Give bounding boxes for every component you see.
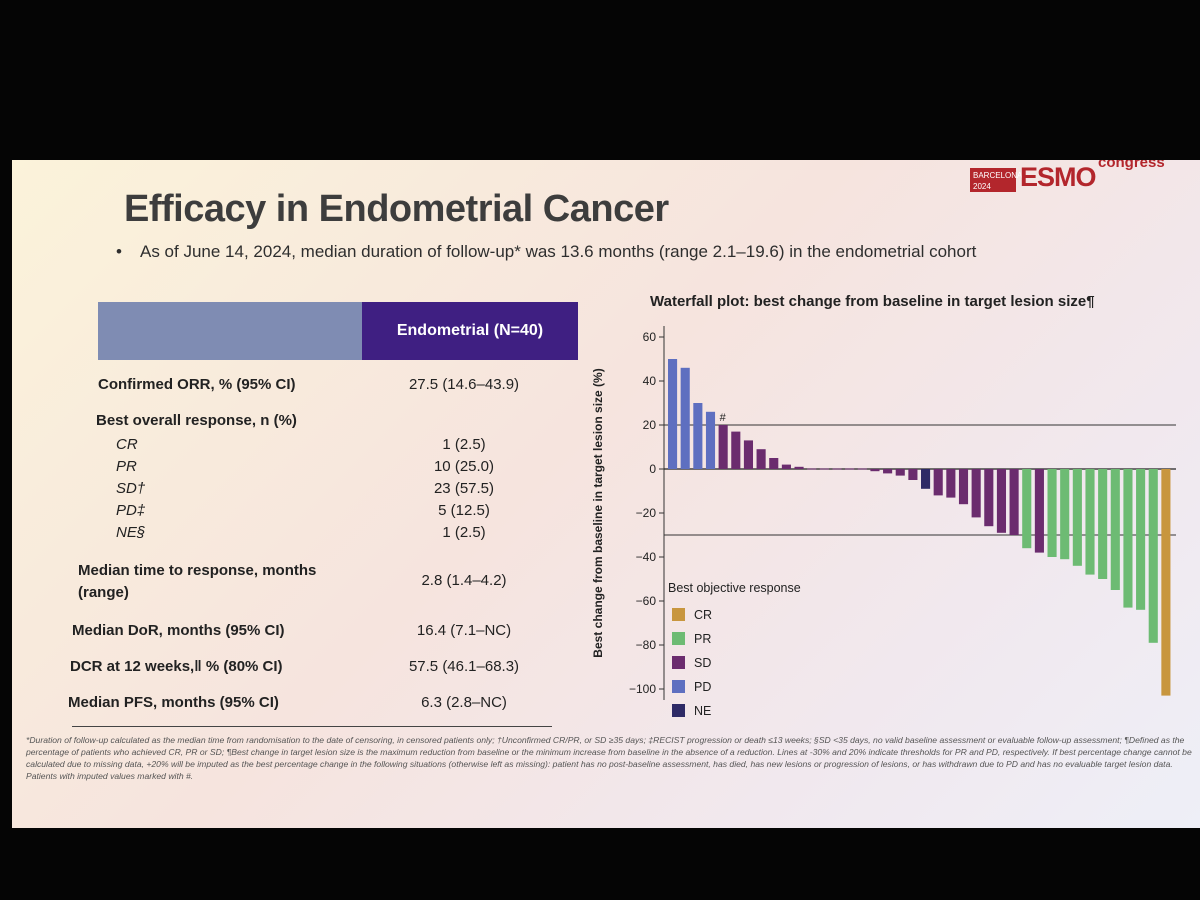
waterfall-bar [1110, 469, 1120, 590]
row-value-dor: 16.4 (7.1–NC) [416, 622, 512, 639]
legend-label-ne: NE [694, 704, 711, 718]
waterfall-bar [883, 469, 893, 474]
y-tick-label: −100 [629, 682, 656, 696]
slide-title: Efficacy in Endometrial Cancer [124, 188, 669, 230]
waterfall-bar [705, 411, 716, 469]
waterfall-bar [731, 431, 741, 469]
row-value-pfs: 6.3 (2.8–NC) [421, 694, 507, 711]
waterfall-bar [1161, 469, 1171, 696]
row-label-dor: Median DoR, months (95% CI) [72, 622, 285, 639]
presentation-slide: BARCELONA 2024 ESMO congress Efficacy in… [12, 160, 1200, 828]
waterfall-bar [984, 469, 994, 527]
waterfall-bar [946, 469, 956, 498]
waterfall-bar [1072, 469, 1082, 566]
waterfall-bar [1022, 469, 1032, 549]
waterfall-bar [958, 469, 969, 505]
waterfall-bar [832, 468, 842, 470]
row-label-ne: NE§ [116, 524, 146, 541]
waterfall-bar [718, 425, 728, 469]
waterfall-bar [1060, 469, 1070, 560]
row-value-orr: 27.5 (14.6–43.9) [408, 376, 520, 393]
waterfall-bar [933, 469, 943, 496]
waterfall-bar [819, 468, 829, 470]
waterfall-bar [895, 469, 905, 476]
row-value-dcr: 57.5 (46.1–68.3) [408, 658, 520, 675]
y-tick-label: −20 [636, 506, 657, 520]
legend-label-pr: PR [694, 632, 711, 646]
row-value-ttr: 2.8 (1.4–4.2) [421, 572, 507, 589]
waterfall-bar [1047, 469, 1057, 557]
row-label-cr: CR [116, 436, 138, 453]
slide-footnote: *Duration of follow-up calculated as the… [26, 735, 1192, 781]
logo-city-box: BARCELONA 2024 [970, 168, 1022, 192]
followup-bullet: • As of June 14, 2024, median duration of… [116, 242, 976, 262]
y-tick-label: −60 [636, 594, 657, 608]
legend-swatch-pr [672, 632, 685, 645]
legend-swatch-pd [672, 680, 685, 693]
waterfall-bar [781, 464, 791, 469]
waterfall-bar [908, 469, 918, 480]
y-tick-label: 60 [643, 330, 657, 344]
waterfall-bar [870, 469, 880, 472]
waterfall-bar [1098, 469, 1108, 579]
row-value-pd: 5 (12.5) [438, 502, 490, 519]
table-header-blank [98, 302, 362, 360]
waterfall-bar [1009, 469, 1019, 535]
row-label-ttr: Median time to response, months [78, 562, 317, 579]
logo-suffix: congress [1098, 160, 1165, 171]
legend-label-pd: PD [694, 680, 711, 694]
legend-swatch-cr [672, 608, 685, 621]
logo-brand: ESMO [1020, 162, 1097, 192]
row-label-bor: Best overall response, n (%) [96, 412, 297, 429]
legend-label-cr: CR [694, 608, 712, 622]
row-value-sd: 23 (57.5) [433, 480, 495, 497]
esmo-logo: BARCELONA 2024 ESMO congress [970, 160, 1170, 200]
waterfall-bar [971, 469, 981, 518]
legend-swatch-sd [672, 656, 685, 669]
imputed-marker: # [720, 412, 727, 424]
y-tick-label: −40 [636, 550, 657, 564]
table-bottom-rule [72, 726, 552, 727]
row-label-pd: PD‡ [116, 502, 146, 519]
waterfall-bar [743, 440, 754, 469]
waterfall-chart: Waterfall plot: best change from baselin… [591, 293, 1176, 718]
waterfall-bar [680, 367, 690, 469]
row-label-sd: SD† [116, 480, 146, 497]
waterfall-bar [1136, 469, 1146, 610]
legend-swatch-ne [672, 704, 685, 717]
y-tick-label: 40 [643, 374, 657, 388]
chart-y-axis-label: Best change from baseline in target lesi… [591, 368, 605, 657]
legend-title: Best objective response [668, 581, 801, 595]
bullet-text: As of June 14, 2024, median duration of … [140, 242, 977, 261]
waterfall-bar [794, 466, 804, 469]
row-label-dcr: DCR at 12 weeks,ǁ % (80% CI) [70, 658, 283, 675]
legend-label-sd: SD [694, 656, 711, 670]
waterfall-bar [756, 449, 766, 469]
waterfall-bar [1123, 469, 1133, 608]
row-label-ttr-range: (range) [78, 584, 129, 601]
row-label-orr: Confirmed ORR, % (95% CI) [98, 376, 296, 393]
y-tick-label: 0 [649, 462, 656, 476]
waterfall-bar [845, 468, 855, 470]
row-value-cr: 1 (2.5) [442, 436, 486, 453]
row-label-pr: PR [116, 458, 137, 475]
bullet-marker: • [116, 242, 122, 261]
y-tick-label: −80 [636, 638, 657, 652]
chart-title: Waterfall plot: best change from baselin… [650, 293, 1095, 310]
waterfall-bar [769, 458, 779, 469]
row-value-ne: 1 (2.5) [442, 524, 486, 541]
waterfall-bar [857, 468, 867, 470]
waterfall-bar [996, 469, 1007, 533]
waterfall-bar [668, 359, 678, 469]
row-value-pr: 10 (25.0) [433, 458, 495, 475]
table-header-endometrial: Endometrial (N=40) [362, 302, 578, 360]
waterfall-bar [1085, 469, 1095, 575]
waterfall-bar [921, 469, 931, 489]
waterfall-bar [807, 468, 817, 470]
row-label-pfs: Median PFS, months (95% CI) [68, 694, 279, 711]
y-tick-label: 20 [643, 418, 657, 432]
waterfall-bar [693, 403, 703, 469]
waterfall-bar [1034, 469, 1044, 553]
waterfall-bar [1148, 469, 1158, 643]
